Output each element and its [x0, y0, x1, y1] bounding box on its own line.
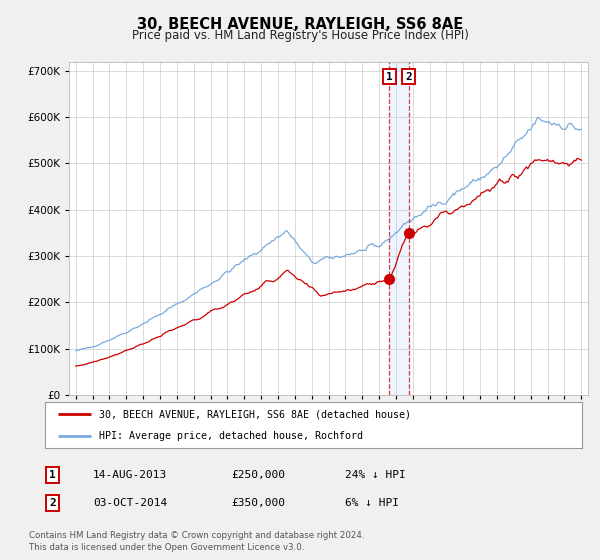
Text: 03-OCT-2014: 03-OCT-2014 [93, 498, 167, 508]
Text: £250,000: £250,000 [231, 470, 285, 480]
Text: This data is licensed under the Open Government Licence v3.0.: This data is licensed under the Open Gov… [29, 543, 304, 552]
Text: Contains HM Land Registry data © Crown copyright and database right 2024.: Contains HM Land Registry data © Crown c… [29, 531, 364, 540]
Text: 2: 2 [49, 498, 56, 508]
Text: HPI: Average price, detached house, Rochford: HPI: Average price, detached house, Roch… [98, 431, 362, 441]
Text: 6% ↓ HPI: 6% ↓ HPI [345, 498, 399, 508]
Text: 2: 2 [405, 72, 412, 82]
Text: 30, BEECH AVENUE, RAYLEIGH, SS6 8AE: 30, BEECH AVENUE, RAYLEIGH, SS6 8AE [137, 17, 463, 32]
Text: 30, BEECH AVENUE, RAYLEIGH, SS6 8AE (detached house): 30, BEECH AVENUE, RAYLEIGH, SS6 8AE (det… [98, 409, 410, 419]
Text: £350,000: £350,000 [231, 498, 285, 508]
Text: 24% ↓ HPI: 24% ↓ HPI [345, 470, 406, 480]
Text: 14-AUG-2013: 14-AUG-2013 [93, 470, 167, 480]
Text: Price paid vs. HM Land Registry's House Price Index (HPI): Price paid vs. HM Land Registry's House … [131, 29, 469, 42]
Text: 1: 1 [386, 72, 393, 82]
Bar [389, 62, 409, 395]
Text: 1: 1 [49, 470, 56, 480]
